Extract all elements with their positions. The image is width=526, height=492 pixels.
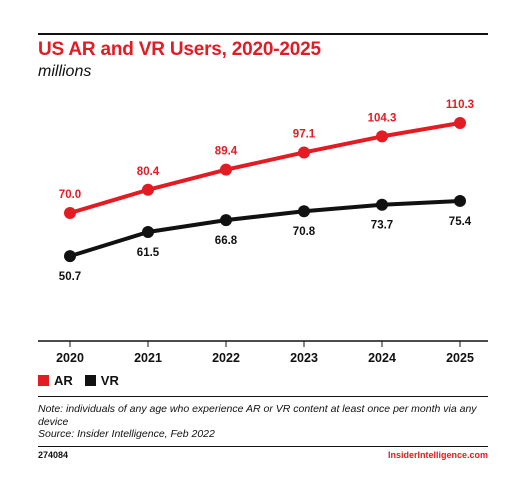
legend-swatch-ar [38, 375, 49, 386]
data-point-vr [454, 194, 466, 207]
x-tick-label: 2024 [368, 351, 396, 365]
data-point-vr [64, 250, 76, 263]
data-label-vr: 70.8 [293, 226, 316, 238]
x-tick-label: 2021 [134, 351, 162, 365]
data-point-vr [220, 214, 232, 227]
x-tick-label: 2022 [212, 351, 240, 365]
data-point-vr [298, 205, 310, 218]
legend-swatch-vr [84, 375, 96, 386]
data-point-ar [454, 117, 466, 129]
data-point-vr [376, 198, 388, 211]
series-line-vr [68, 198, 462, 259]
top-rule [38, 33, 488, 35]
x-tick-label: 2023 [290, 351, 318, 365]
legend: AR VR [38, 373, 131, 388]
x-tick-label: 2025 [446, 351, 474, 365]
note-text: Note: individuals of any age who experie… [38, 403, 477, 428]
data-label-vr: 66.8 [215, 235, 238, 247]
legend-label-vr: VR [100, 373, 119, 388]
data-label-ar: 104.3 [368, 112, 397, 124]
data-point-vr [142, 225, 154, 238]
data-label-vr: 75.4 [449, 216, 472, 228]
data-point-ar [220, 163, 232, 176]
data-point-ar [64, 207, 76, 219]
data-point-ar [142, 183, 154, 196]
data-label-ar: 97.1 [293, 128, 316, 140]
data-label-ar: 110.3 [446, 99, 474, 111]
brand-link[interactable]: InsiderIntelligence.com [387, 450, 488, 460]
legend-item-vr: VR [84, 373, 119, 388]
x-tick-label: 2020 [56, 351, 84, 365]
chart-subtitle: millions [38, 63, 92, 80]
legend-item-ar: AR [38, 373, 73, 388]
data-point-ar [298, 146, 310, 159]
data-label-vr: 61.5 [137, 247, 160, 259]
footer-divider [38, 446, 488, 447]
chart-title: US AR and VR Users, 2020-2025 [38, 39, 321, 60]
data-label-ar: 80.4 [137, 166, 160, 178]
series-line-ar [68, 121, 462, 215]
data-point-ar [376, 130, 388, 143]
chart-id: 274084 [38, 450, 69, 460]
note-divider [38, 396, 488, 397]
data-label-vr: 50.7 [59, 271, 81, 283]
note-block: Note: individuals of any age who experie… [38, 403, 488, 441]
data-label-vr: 73.7 [371, 220, 393, 232]
legend-label-ar: AR [54, 373, 73, 388]
data-label-ar: 70.0 [59, 189, 81, 201]
source-text: Source: Insider Intelligence, Feb 2022 [38, 428, 215, 440]
data-label-ar: 89.4 [215, 146, 238, 158]
